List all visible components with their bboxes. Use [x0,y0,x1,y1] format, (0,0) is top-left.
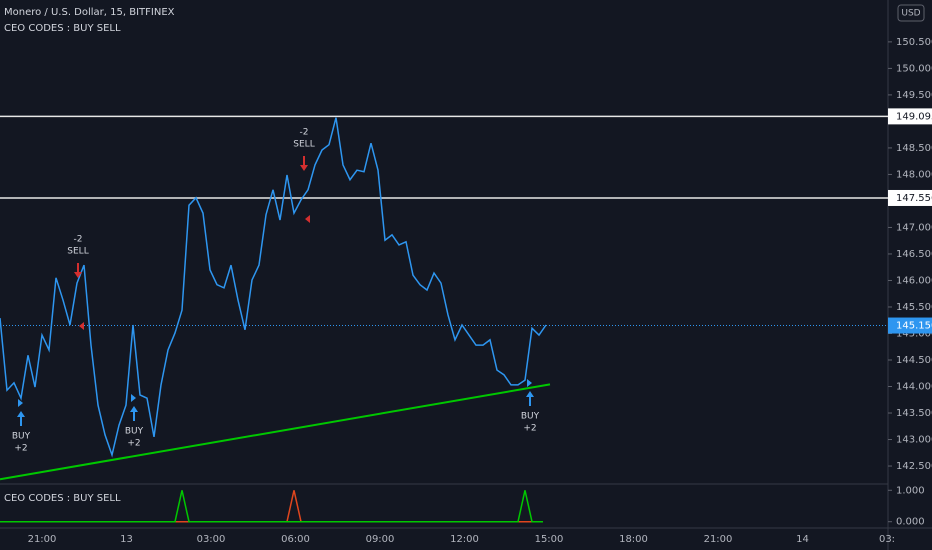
signal-text: BUY [12,432,31,442]
indicator-legend: CEO CODES : BUY SELL [4,23,121,34]
buy-marker [527,379,532,387]
price-line [0,117,547,458]
sell-arrow [300,156,308,171]
sell-marker [305,215,310,223]
y-tick-label: 148.000 [896,169,932,180]
indicator-line [0,490,543,523]
x-tick-label: 12:00 [450,534,479,545]
y-tick-label: 144.000 [896,382,932,393]
signal-text: BUY [125,427,144,437]
y-tick-label: 143.500 [896,408,932,419]
level-badge [888,108,932,125]
signal-text: +2 [523,424,536,434]
y-tick-label: 144.500 [896,355,932,366]
y-tick-label: 143.000 [896,435,932,446]
y-tick-label: 150.000 [896,63,932,74]
x-tick-label: 03: [879,534,895,545]
x-tick-label: 03:00 [197,534,226,545]
x-tick-label: 15:00 [535,534,564,545]
y-tick-label: 148.500 [896,143,932,154]
currency-label[interactable]: USD [901,9,920,19]
y-tick-label: 145.000 [896,328,932,339]
x-tick-label: 13 [120,534,133,545]
x-tick-label: 06:00 [281,534,310,545]
x-tick-label: 21:00 [704,534,733,545]
y-tick-label: 149.500 [896,90,932,101]
y-tick-label: 147.000 [896,222,932,233]
x-tick-label: 18:00 [619,534,648,545]
indicator-tick-label: 1.000 [896,485,925,496]
x-tick-label: 21:00 [28,534,57,545]
level-label: 149.095 [896,111,932,122]
signal-text: -2 [300,128,309,138]
level-badge [888,189,932,206]
y-tick-label: 150.500 [896,37,932,48]
level-label: 147.556 [896,193,932,204]
y-tick-label: 142.500 [896,461,932,472]
signal-text: SELL [293,140,314,150]
signal-text: BUY [521,412,540,422]
buy-marker [131,394,136,402]
indicator-pane-title: CEO CODES : BUY SELL [4,493,121,504]
y-tick-label: 146.000 [896,275,932,286]
sell-arrow [74,263,82,278]
indicator-tick-label: 0.000 [896,517,925,528]
trend-line [0,383,551,481]
x-tick-label: 09:00 [366,534,395,545]
signal-text: SELL [67,247,88,257]
x-tick-label: 14 [796,534,809,545]
signal-text: +2 [14,444,27,454]
y-tick-label: 146.500 [896,249,932,260]
symbol-title: Monero / U.S. Dollar, 15, BITFINEX [4,7,175,18]
sell-marker [79,322,84,330]
y-tick-label: 145.500 [896,302,932,313]
last-price-badge [888,317,932,334]
signal-text: +2 [127,439,140,449]
buy-arrow [17,411,25,426]
last-price-label: 145.150 [896,321,932,332]
buy-marker [18,399,23,407]
signal-text: -2 [74,235,83,245]
currency-button[interactable] [897,4,925,22]
buy-arrow [130,406,138,421]
buy-arrow [526,391,534,406]
